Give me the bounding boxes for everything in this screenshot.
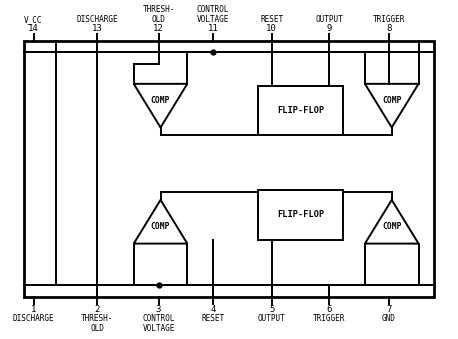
Text: 10: 10 [266, 24, 277, 33]
Text: 6: 6 [327, 305, 332, 314]
Text: 14: 14 [28, 24, 39, 33]
Text: FLIP-FLOP: FLIP-FLOP [277, 106, 324, 115]
Text: THRESH-
OLD: THRESH- OLD [142, 5, 175, 24]
Text: COMP: COMP [151, 222, 170, 231]
Text: COMP: COMP [382, 222, 402, 231]
Text: OUTPUT: OUTPUT [316, 15, 343, 24]
Text: CONTROL
VOLTAGE: CONTROL VOLTAGE [142, 314, 175, 334]
Bar [258, 86, 343, 135]
Text: TRIGGER: TRIGGER [372, 15, 405, 24]
Text: V_CC: V_CC [24, 15, 43, 24]
Text: 8: 8 [386, 24, 392, 33]
Text: DISCHARGE: DISCHARGE [76, 15, 118, 24]
Text: 13: 13 [92, 24, 103, 33]
Text: 4: 4 [210, 305, 216, 314]
Text: GND: GND [382, 314, 396, 323]
Text: TRIGGER: TRIGGER [313, 314, 345, 323]
Text: OUTPUT: OUTPUT [258, 314, 285, 323]
Text: COMP: COMP [151, 96, 170, 105]
Text: RESET: RESET [202, 314, 225, 323]
Text: RESET: RESET [260, 15, 283, 24]
Text: 11: 11 [208, 24, 218, 33]
Polygon shape [134, 84, 187, 127]
Text: 1: 1 [31, 305, 36, 314]
Polygon shape [134, 200, 187, 244]
Text: CONTROL
VOLTAGE: CONTROL VOLTAGE [197, 5, 229, 24]
Polygon shape [365, 84, 419, 127]
Text: 7: 7 [386, 305, 392, 314]
Text: COMP: COMP [382, 96, 402, 105]
Text: 2: 2 [94, 305, 100, 314]
Text: 9: 9 [327, 24, 332, 33]
Bar [24, 41, 434, 297]
Text: THRESH-
OLD: THRESH- OLD [81, 314, 113, 334]
Text: 12: 12 [153, 24, 164, 33]
Text: DISCHARGE: DISCHARGE [13, 314, 55, 323]
Bar [258, 190, 343, 240]
Text: 3: 3 [156, 305, 161, 314]
Text: 5: 5 [269, 305, 274, 314]
Polygon shape [365, 200, 419, 244]
Text: FLIP-FLOP: FLIP-FLOP [277, 210, 324, 219]
